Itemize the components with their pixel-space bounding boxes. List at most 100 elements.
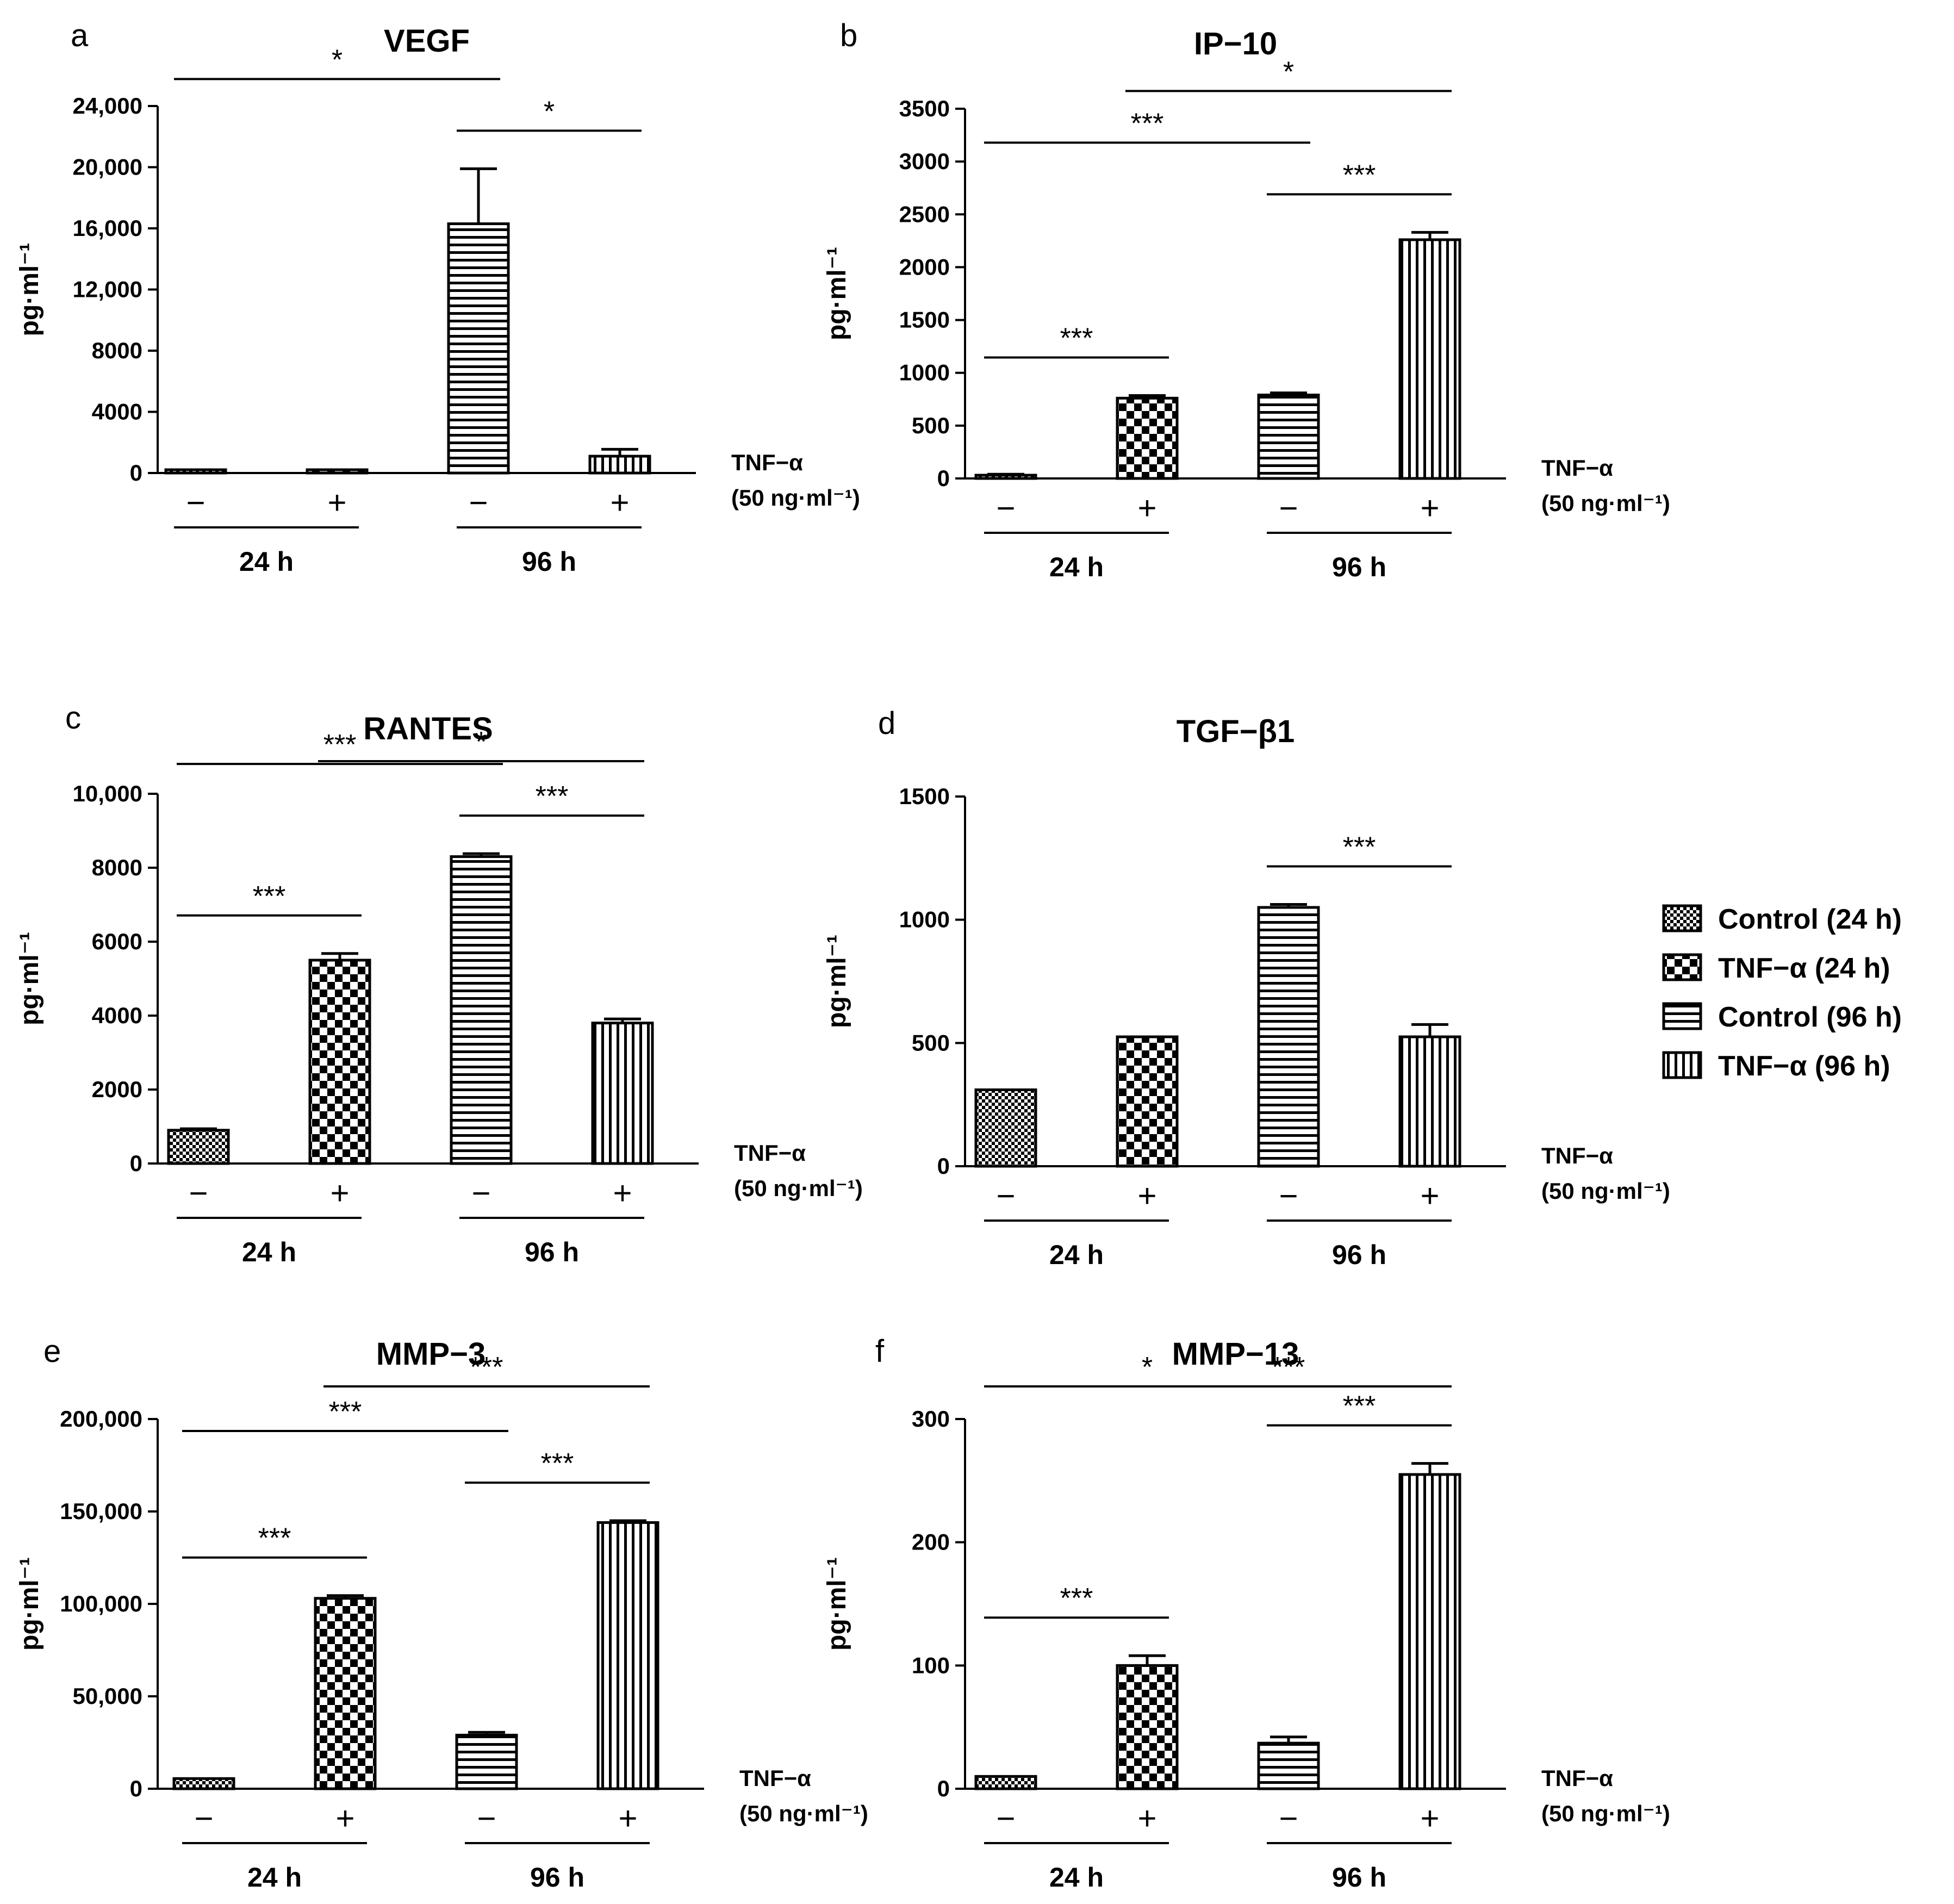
chart-panel-a: a VEGF 0 4000 8000 12,000 16,000 20,000 24,000 pg… xyxy=(15,18,860,577)
chart-panel-e: e MMP−3 0 50,000 100,000 150,000 200,000 pg·ml⁻… xyxy=(15,1334,868,1893)
significance-label: * xyxy=(476,726,487,758)
significance-label: *** xyxy=(258,1523,291,1554)
significance-label: * xyxy=(544,96,555,127)
treatment-label: TNF−α xyxy=(731,450,803,475)
group-label: 96 h xyxy=(1332,1862,1386,1893)
y-tick-label: 2000 xyxy=(92,1077,142,1102)
bar-2 xyxy=(306,468,369,475)
bar-4 xyxy=(1398,1035,1461,1168)
chart-title: MMP−13 xyxy=(1172,1336,1299,1372)
bar-4 xyxy=(588,455,651,475)
bar-4 xyxy=(591,1022,654,1165)
significance-label: *** xyxy=(1343,832,1376,863)
treatment-concentration: (50 ng·ml⁻¹) xyxy=(1541,490,1670,516)
treatment-sign: + xyxy=(1137,1800,1156,1837)
treatment-label: TNF−α xyxy=(734,1140,806,1166)
bar-2 xyxy=(1116,396,1179,480)
legend: Control (24 h) TNF−α (24 h) Control (96 h)… xyxy=(1662,904,1902,1082)
y-axis-label: pg·ml⁻¹ xyxy=(823,935,851,1028)
significance-label: *** xyxy=(541,1448,574,1479)
significance-label: *** xyxy=(470,1352,503,1383)
y-axis-label: pg·ml⁻¹ xyxy=(15,932,44,1025)
y-tick-label: 20,000 xyxy=(73,154,142,180)
bar-3 xyxy=(1257,394,1320,480)
y-tick-label: 12,000 xyxy=(73,277,142,302)
panel-letter: e xyxy=(43,1334,61,1369)
y-tick-label: 10,000 xyxy=(73,781,142,806)
bar-1 xyxy=(167,1129,230,1165)
significance-label: * xyxy=(1142,1352,1153,1383)
y-axis-label: pg·ml⁻¹ xyxy=(823,247,851,340)
y-tick-label: 150,000 xyxy=(60,1498,142,1524)
bar-4 xyxy=(1398,238,1461,480)
y-tick-label: 500 xyxy=(912,413,950,438)
treatment-sign: − xyxy=(471,1175,490,1211)
significance-label: *** xyxy=(323,729,357,761)
treatment-sign: + xyxy=(1137,1178,1156,1214)
panel-letter: a xyxy=(71,18,89,53)
y-tick-label: 0 xyxy=(130,1776,142,1801)
group-label: 96 h xyxy=(522,546,576,577)
group-label: 24 h xyxy=(242,1237,296,1267)
y-tick-label: 0 xyxy=(937,1153,950,1179)
bar-3 xyxy=(1257,1741,1320,1790)
y-axis-label: pg·ml⁻¹ xyxy=(823,1557,851,1651)
chart-panel-d: d TGF−β1 0 500 1000 1500 pg·ml⁻¹ − + − +24 h 96 h TN… xyxy=(823,706,1670,1270)
treatment-label: TNF−α xyxy=(1541,1765,1613,1791)
y-tick-label: 4000 xyxy=(92,399,142,425)
bar-1 xyxy=(974,1088,1037,1168)
legend-swatch-1 xyxy=(1662,904,1702,932)
legend-swatch-2 xyxy=(1662,953,1702,981)
group-label: 96 h xyxy=(525,1237,579,1267)
y-tick-label: 100,000 xyxy=(60,1591,142,1616)
treatment-sign: + xyxy=(618,1800,637,1837)
treatment-sign: − xyxy=(186,484,205,521)
significance-label: *** xyxy=(329,1396,362,1428)
bar-3 xyxy=(1257,906,1320,1168)
treatment-sign: + xyxy=(1420,490,1439,526)
significance-label: *** xyxy=(1060,322,1093,354)
bar-1 xyxy=(974,1775,1037,1790)
significance-label: *** xyxy=(1343,159,1376,191)
treatment-label: TNF−α xyxy=(1541,455,1613,481)
legend-swatch-3 xyxy=(1662,1002,1702,1030)
chart-title: RANTES xyxy=(363,711,493,746)
y-tick-label: 200 xyxy=(912,1529,950,1555)
treatment-sign: + xyxy=(613,1175,632,1211)
treatment-sign: − xyxy=(189,1175,208,1211)
bar-2 xyxy=(1116,1035,1179,1168)
bar-4 xyxy=(596,1521,659,1790)
legend-label-1: Control (24 h) xyxy=(1718,904,1902,935)
bar-1 xyxy=(172,1777,235,1790)
y-tick-label: 50,000 xyxy=(73,1683,142,1709)
y-tick-label: 0 xyxy=(130,460,142,486)
bar-3 xyxy=(450,855,513,1165)
panel-letter: b xyxy=(840,18,857,53)
treatment-sign: − xyxy=(1279,1800,1298,1837)
chart-title: MMP−3 xyxy=(376,1336,486,1372)
significance-label: * xyxy=(1283,56,1294,88)
significance-label: * xyxy=(332,44,343,76)
y-tick-label: 0 xyxy=(130,1150,142,1176)
treatment-sign: − xyxy=(1279,490,1298,526)
treatment-concentration: (50 ng·ml⁻¹) xyxy=(731,485,860,511)
bar-3 xyxy=(455,1733,518,1790)
treatment-sign: − xyxy=(1279,1178,1298,1214)
y-tick-label: 100 xyxy=(912,1652,950,1678)
bar-1 xyxy=(974,474,1037,480)
treatment-sign: − xyxy=(996,1800,1015,1837)
significance-label: *** xyxy=(1272,1352,1305,1383)
panel-letter: d xyxy=(878,706,895,741)
y-tick-label: 1500 xyxy=(899,783,950,809)
treatment-concentration: (50 ng·ml⁻¹) xyxy=(1541,1801,1670,1826)
y-axis-label: pg·ml⁻¹ xyxy=(15,243,44,337)
legend-label-4: TNF−α (96 h) xyxy=(1718,1050,1890,1082)
bar-2 xyxy=(308,959,371,1165)
y-tick-label: 0 xyxy=(937,1776,950,1801)
treatment-label: TNF−α xyxy=(739,1765,811,1791)
y-tick-label: 1000 xyxy=(899,360,950,385)
y-tick-label: 200,000 xyxy=(60,1406,142,1432)
chart-title: IP−10 xyxy=(1194,26,1277,61)
chart-panel-b: b IP−10 0 500 1000 1500 2000 2500 3000 3500 pg·ml⁻… xyxy=(823,18,1670,582)
